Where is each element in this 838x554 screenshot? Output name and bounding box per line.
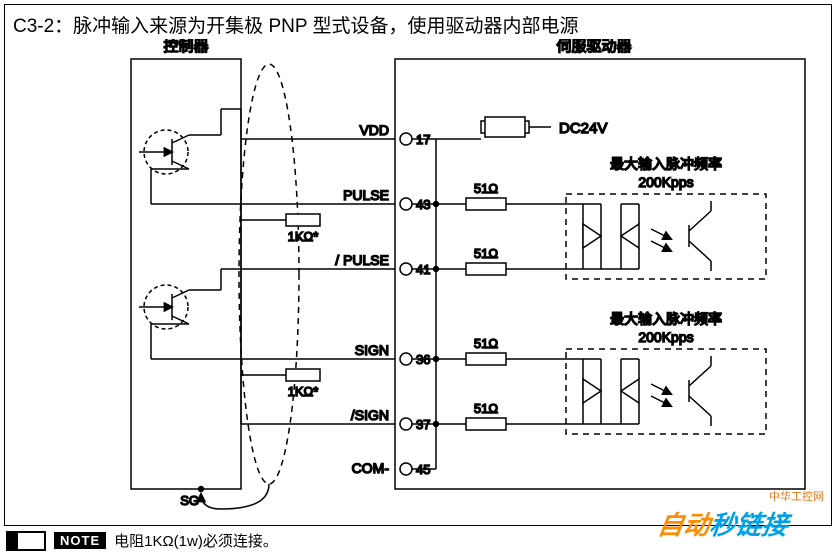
svg-text:VDD: VDD: [359, 122, 389, 138]
svg-text:DC24V: DC24V: [559, 120, 607, 137]
site-stamp: 中华工控网: [769, 488, 824, 504]
note-badge: NOTE: [54, 532, 106, 549]
diagram-title: C3-2：脉冲输入来源为开集极 PNP 型式设备，使用驱动器内部电源: [13, 11, 578, 38]
diagram-frame: C3-2：脉冲输入来源为开集极 PNP 型式设备，使用驱动器内部电源 控制器 伺…: [4, 4, 832, 526]
note-text: 电阻1KΩ(1w)必须连接。: [114, 530, 278, 551]
svg-text:51Ω: 51Ω: [474, 181, 498, 196]
svg-text:/ PULSE: / PULSE: [335, 252, 389, 268]
svg-text:200Kpps: 200Kpps: [638, 174, 693, 190]
svg-text:最大输入脉冲频率: 最大输入脉冲频率: [610, 311, 722, 327]
opto-pulse: 最大输入脉冲频率 200Kpps: [566, 156, 766, 279]
svg-text:51Ω: 51Ω: [474, 336, 498, 351]
circuit-svg: 控制器 伺服驱动器 VDD 17 DC24V PULSE 43 / PULSE …: [11, 39, 833, 529]
svg-text:最大输入脉冲频率: 最大输入脉冲频率: [610, 156, 722, 172]
opto-sign: 最大输入脉冲频率 200Kpps: [566, 311, 766, 434]
svg-text:51Ω: 51Ω: [474, 246, 498, 261]
svg-text:/SIGN: /SIGN: [351, 407, 389, 423]
svg-text:200Kpps: 200Kpps: [638, 329, 693, 345]
watermark: 自动秒链接: [655, 505, 790, 542]
svg-text:SG: SG: [180, 493, 199, 508]
controller-label: 控制器: [163, 39, 208, 55]
svg-text:SIGN: SIGN: [355, 342, 389, 358]
note-icon: [6, 531, 46, 551]
svg-text:1KΩ*: 1KΩ*: [288, 229, 319, 244]
driver-label: 伺服驱动器: [556, 39, 631, 55]
svg-text:1KΩ*: 1KΩ*: [288, 384, 319, 399]
svg-text:PULSE: PULSE: [343, 187, 389, 203]
note-row: NOTE 电阻1KΩ(1w)必须连接。: [6, 530, 278, 551]
svg-text:COM-: COM-: [352, 460, 390, 476]
svg-text:51Ω: 51Ω: [474, 401, 498, 416]
